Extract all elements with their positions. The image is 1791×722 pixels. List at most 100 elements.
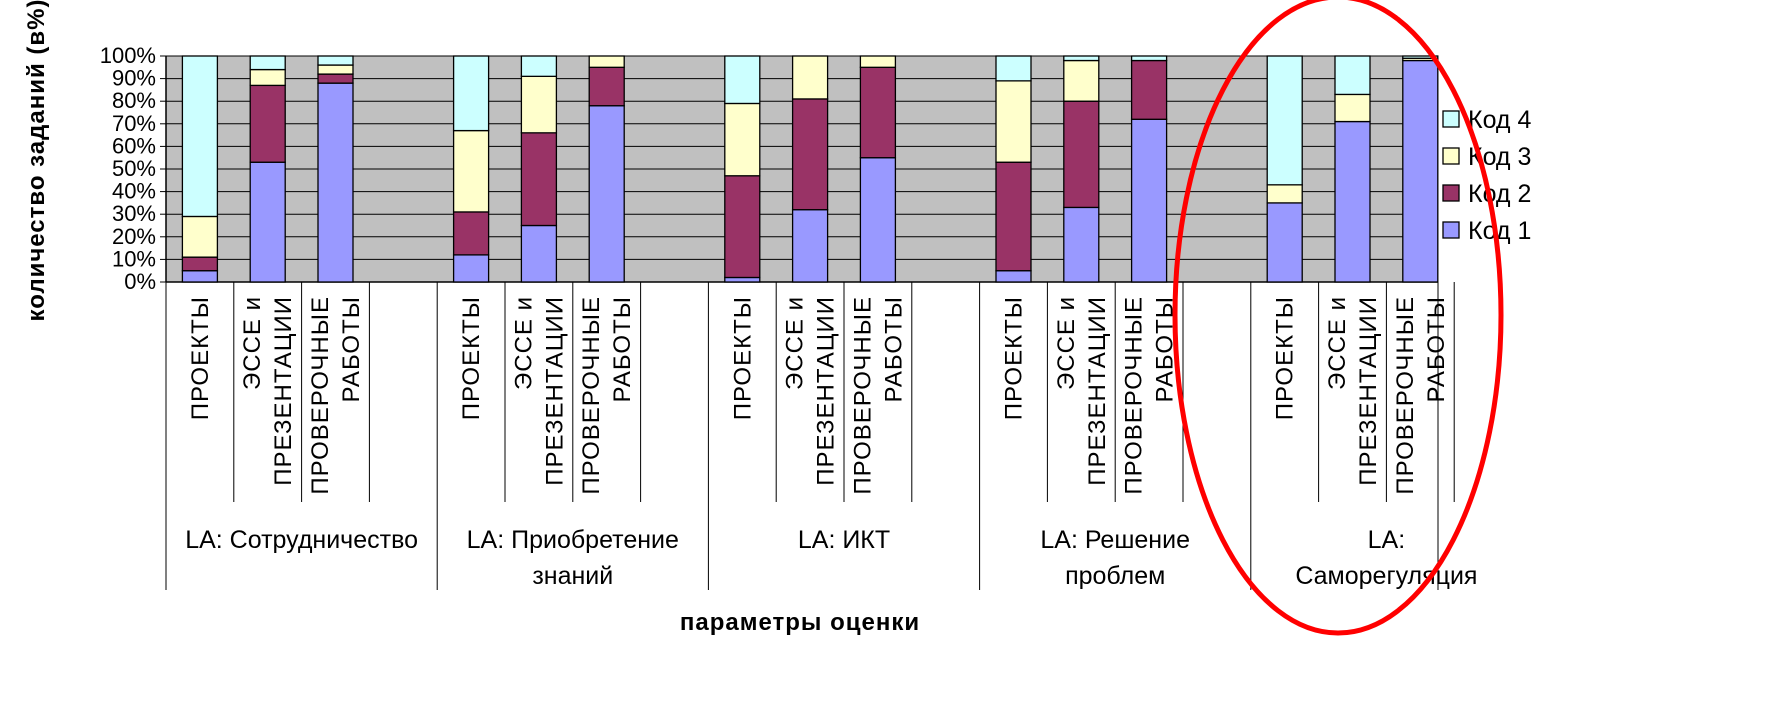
legend-label: Код 2 — [1468, 180, 1531, 208]
category-label: ПРОЕКТЫ — [187, 296, 214, 420]
bar-segment — [249, 68, 286, 87]
bar-segment — [1266, 55, 1303, 186]
bar-segment — [1063, 206, 1100, 283]
y-tick-label: 20% — [112, 224, 156, 249]
bar-segment — [724, 55, 761, 105]
category-label: ПРЕЗЕНТАЦИИ — [1084, 296, 1111, 486]
legend-swatch — [1442, 221, 1460, 239]
category-label: ПРЕЗЕНТАЦИИ — [813, 296, 840, 486]
category-label: ЭССЕ и — [782, 296, 809, 390]
category-label: ПРОЕКТЫ — [1001, 296, 1028, 420]
bar-segment — [995, 161, 1032, 272]
bar-segment — [1063, 59, 1100, 102]
category-label: ПРОЕКТЫ — [458, 296, 485, 420]
bar-segment — [1402, 59, 1439, 283]
y-tick-label: 70% — [112, 111, 156, 136]
bar-segment — [995, 80, 1032, 163]
category-label: ЭССЕ и — [510, 296, 537, 390]
bar-segment — [1130, 118, 1168, 283]
y-axis-title: количество заданий (в%) — [23, 0, 50, 321]
annotation-ellipse — [1172, 0, 1504, 636]
bar-segment — [1063, 100, 1100, 209]
category-label: ПРОВЕРОЧНЫЕ — [307, 296, 334, 495]
bar-segment — [588, 105, 625, 283]
category-label: ПРОЕКТЫ — [1272, 296, 1299, 420]
bar-segment — [859, 55, 897, 68]
category-label: ЭССЕ и — [1053, 296, 1080, 390]
y-tick-label: 0% — [124, 269, 156, 294]
bar-segment — [1130, 59, 1168, 120]
bar-segment — [249, 55, 286, 71]
bar-segment — [317, 64, 354, 75]
category-label: ПРОЕКТЫ — [729, 296, 756, 420]
bar-segment — [317, 55, 354, 66]
bar-segment — [181, 55, 219, 218]
bar-segment — [452, 129, 490, 213]
group-label: LA: ИКТ — [798, 526, 890, 554]
bar-segment — [995, 55, 1032, 82]
bar-segment — [588, 55, 625, 68]
group-label: LA: — [1368, 526, 1406, 554]
category-label: ПРОВЕРОЧНЫЕ — [1121, 296, 1148, 495]
category-label: ПРОВЕРОЧНЫЕ — [578, 296, 605, 495]
bar-segment — [1334, 93, 1371, 123]
category-label: ЭССЕ и — [1324, 296, 1351, 390]
y-tick-label: 30% — [112, 201, 156, 226]
bar-segment — [859, 157, 897, 283]
bar-segment — [317, 82, 354, 283]
legend-swatch — [1442, 147, 1460, 165]
bar-segment — [520, 224, 558, 283]
y-tick-label: 40% — [112, 179, 156, 204]
bar-segment — [1334, 55, 1371, 96]
y-tick-label: 60% — [112, 133, 156, 158]
category-label: ПРЕЗЕНТАЦИИ — [541, 296, 568, 486]
category-label: РАБОТЫ — [338, 296, 365, 402]
category-label: ПРЕЗЕНТАЦИИ — [1355, 296, 1382, 486]
bar-segment — [520, 55, 558, 77]
bar-segment — [791, 209, 829, 283]
bar-segment — [1130, 55, 1168, 62]
group-label: LA: Сотрудничество — [185, 526, 418, 554]
y-tick-label: 80% — [112, 88, 156, 113]
legend-label: Код 4 — [1468, 106, 1531, 134]
bar-segment — [1402, 55, 1439, 59]
category-label: ПРОВЕРОЧНЫЕ — [849, 296, 876, 495]
bar-segment — [724, 276, 761, 283]
y-tick-label: 50% — [112, 156, 156, 181]
group-label: знаний — [532, 562, 613, 590]
y-tick-label: 10% — [112, 246, 156, 271]
bar-segment — [1063, 55, 1100, 62]
category-label: РАБОТЫ — [880, 296, 907, 402]
bar-segment — [791, 98, 829, 211]
bar-segment — [724, 102, 761, 177]
bar-segment — [181, 256, 219, 272]
bar-segment — [317, 73, 354, 84]
bar-segment — [249, 84, 286, 163]
bar-segment — [1266, 184, 1303, 204]
legend-swatch — [1442, 110, 1460, 128]
bar-segment — [520, 75, 558, 134]
bar-segment — [588, 66, 625, 107]
bar-segment — [452, 254, 490, 283]
bar-segment — [452, 55, 490, 132]
category-label: ПРЕЗЕНТАЦИИ — [270, 296, 297, 486]
category-label: РАБОТЫ — [1423, 296, 1450, 402]
bar-segment — [859, 66, 897, 159]
category-label: РАБОТЫ — [609, 296, 636, 402]
bar-segment — [452, 211, 490, 256]
group-label: Саморегуляция — [1295, 562, 1477, 590]
category-label: ПРОВЕРОЧНЫЕ — [1392, 296, 1419, 495]
y-tick-label: 90% — [112, 66, 156, 91]
category-label: ЭССЕ и — [239, 296, 266, 390]
group-label: LA: Решение — [1040, 526, 1190, 554]
group-label: проблем — [1065, 562, 1165, 590]
bar-segment — [1266, 202, 1303, 283]
group-label: LA: Приобретение — [467, 526, 679, 554]
bar-segment — [520, 132, 558, 227]
bar-segment — [181, 215, 219, 258]
legend-label: Код 1 — [1468, 217, 1531, 245]
y-tick-label: 100% — [100, 43, 156, 68]
bar-segment — [1334, 120, 1371, 283]
